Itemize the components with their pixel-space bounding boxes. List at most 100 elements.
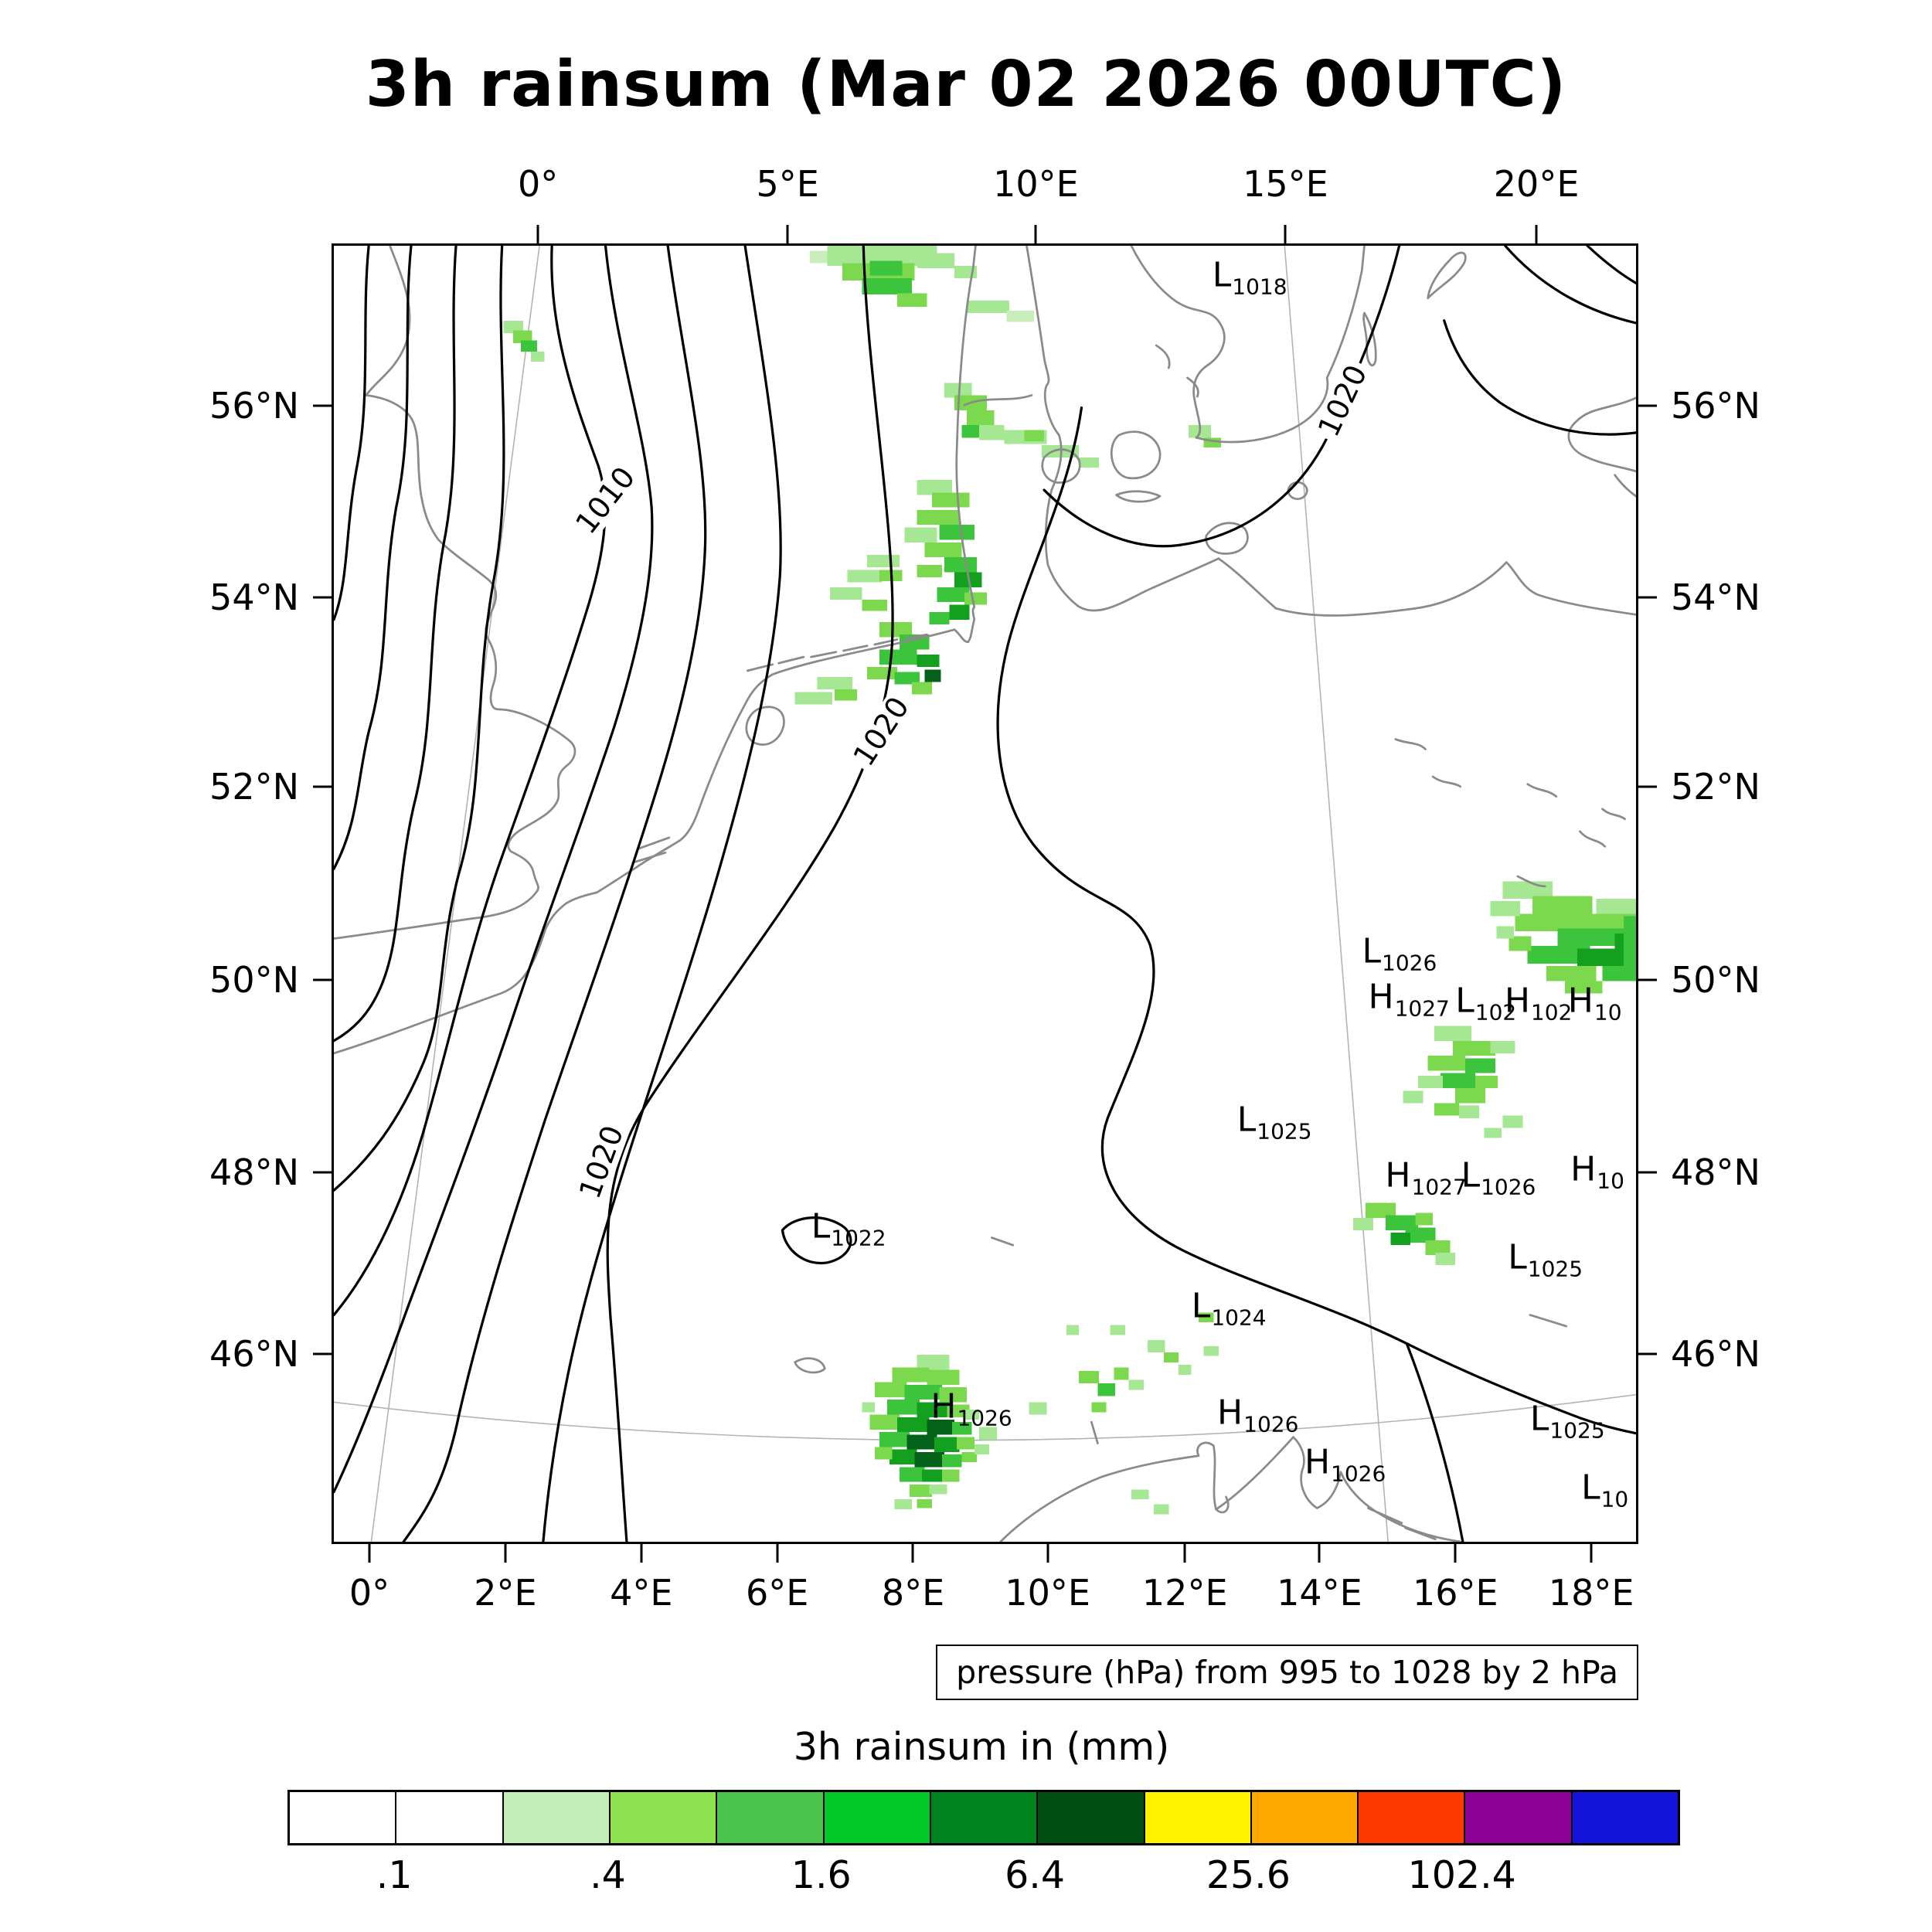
rain-cell bbox=[1502, 1115, 1523, 1128]
pressure-center-label: H102 bbox=[1505, 981, 1573, 1025]
pressure-center-value: 1026 bbox=[1382, 950, 1437, 976]
rain-cell bbox=[874, 1447, 893, 1460]
axis-tick bbox=[1284, 225, 1287, 243]
axis-label-lon-bottom: 18°E bbox=[1548, 1572, 1634, 1614]
rain-cell bbox=[949, 604, 970, 620]
rain-cell bbox=[896, 293, 927, 308]
rain-cell bbox=[869, 1414, 900, 1430]
colorbar-segment bbox=[1465, 1792, 1573, 1843]
rain-cell bbox=[1425, 1240, 1451, 1256]
pressure-center-value: 102 bbox=[1530, 999, 1573, 1026]
rain-cell bbox=[1546, 966, 1597, 981]
rain-cell bbox=[927, 1419, 954, 1435]
pressure-center-value: 1027 bbox=[1411, 1174, 1467, 1200]
axis-label-lon-top: 10°E bbox=[993, 163, 1079, 205]
map-axes-area: L1018 L1026 H1027 L102 H102 H10 L1025 H1027 L102… bbox=[209, 163, 1760, 1614]
rain-cell bbox=[1427, 1056, 1466, 1071]
rain-cell bbox=[530, 352, 545, 362]
rain-cell bbox=[1091, 1402, 1107, 1413]
map-frame: L1018 L1026 H1027 L102 H102 H10 L1025 H1027 L102… bbox=[332, 243, 1638, 1544]
colorbar-segment bbox=[717, 1792, 825, 1843]
rain-cell bbox=[1097, 1383, 1115, 1396]
pressure-center-label: H1027 bbox=[1385, 1156, 1466, 1200]
pressure-center-label: H1026 bbox=[930, 1386, 1012, 1430]
axis-tick bbox=[640, 1544, 643, 1563]
axis-tick bbox=[1638, 596, 1657, 599]
rain-cell bbox=[957, 1437, 975, 1450]
colorbar-segment bbox=[1359, 1792, 1466, 1843]
pressure-center-letter: L bbox=[1191, 1287, 1211, 1327]
pressure-center-value: 10 bbox=[1600, 1486, 1629, 1512]
rain-cell bbox=[917, 509, 960, 526]
isobars-layer bbox=[334, 246, 1636, 1542]
rain-cell bbox=[1532, 896, 1593, 914]
pressure-center-letter: H bbox=[1368, 977, 1394, 1017]
rain-cell bbox=[879, 1432, 910, 1447]
pressure-center-label: L1018 bbox=[1213, 255, 1287, 299]
pressure-center-value: 1026 bbox=[1243, 1411, 1299, 1437]
rain-cell bbox=[1029, 1402, 1047, 1415]
axis-tick bbox=[1638, 1352, 1657, 1355]
pressure-center-label: H1026 bbox=[1304, 1442, 1386, 1486]
rain-cell bbox=[879, 649, 917, 665]
axis-label-lon-bottom: 10°E bbox=[1005, 1572, 1090, 1614]
pressure-center-label: L102 bbox=[1455, 981, 1516, 1025]
colorbar-segment bbox=[930, 1792, 1039, 1843]
rain-cell bbox=[924, 542, 962, 558]
colorbar-tick-label: 1.6 bbox=[791, 1853, 852, 1897]
pressure-center-value: 1025 bbox=[1527, 1256, 1583, 1282]
axis-tick bbox=[1590, 1544, 1593, 1563]
rain-cell bbox=[829, 587, 862, 600]
colorbar-segment bbox=[824, 1792, 931, 1843]
colorbar-segment bbox=[1038, 1792, 1145, 1843]
axis-tick bbox=[1046, 1544, 1049, 1563]
rain-cell bbox=[1459, 1105, 1479, 1118]
colorbar-tick-label: 102.4 bbox=[1407, 1853, 1516, 1897]
rain-cell bbox=[835, 689, 858, 701]
axis-tick bbox=[1638, 785, 1657, 788]
axis-tick bbox=[1454, 1544, 1457, 1563]
rain-cell bbox=[929, 1484, 947, 1495]
rain-cell bbox=[1434, 1026, 1472, 1041]
rain-cell bbox=[1079, 1371, 1100, 1384]
rain-cell bbox=[924, 669, 941, 682]
axis-tick bbox=[911, 1544, 914, 1563]
pressure-center-letter: H bbox=[1567, 981, 1594, 1021]
rain-cell bbox=[1557, 928, 1630, 947]
rain-cell bbox=[967, 410, 995, 426]
rain-cell bbox=[1405, 1227, 1436, 1243]
rain-cell bbox=[937, 587, 970, 603]
pressure-center-letter: L bbox=[1508, 1237, 1527, 1277]
pressure-center-value: 102 bbox=[1475, 999, 1517, 1026]
axis-label-lon-top: 0° bbox=[518, 163, 559, 205]
rain-cell bbox=[1131, 1489, 1149, 1500]
rain-cell bbox=[1163, 1352, 1179, 1362]
rain-cell bbox=[1623, 916, 1636, 969]
colorbar bbox=[287, 1790, 1680, 1845]
rain-cell bbox=[979, 425, 1005, 440]
colorbar-tick-label: 25.6 bbox=[1206, 1853, 1291, 1897]
rain-cell bbox=[939, 1387, 968, 1403]
pressure-center-label: L10 bbox=[1581, 1468, 1628, 1512]
rain-cell bbox=[1366, 1202, 1396, 1218]
pressure-center-label: L1025 bbox=[1530, 1400, 1605, 1444]
colorbar-tick-label: 6.4 bbox=[1005, 1853, 1066, 1897]
axis-label-lat-right: 54°N bbox=[1671, 576, 1760, 618]
rain-cell bbox=[1147, 1339, 1165, 1352]
pressure-center-value: 1027 bbox=[1394, 995, 1450, 1022]
axis-tick bbox=[1183, 1544, 1186, 1563]
axis-tick bbox=[313, 785, 332, 788]
pressure-center-value: 1018 bbox=[1232, 274, 1287, 300]
rain-cell bbox=[809, 250, 830, 264]
rain-cell bbox=[967, 300, 1009, 314]
rain-cell bbox=[1114, 1367, 1129, 1380]
pressure-center-letter: L bbox=[1212, 255, 1232, 295]
rain-cell bbox=[1596, 898, 1636, 914]
rain-cell bbox=[1199, 1312, 1214, 1323]
pressure-center-value: 1022 bbox=[831, 1225, 886, 1251]
rain-cell bbox=[1390, 1233, 1411, 1246]
rain-cell bbox=[867, 667, 897, 680]
colorbar-title: 3h rainsum in (mm) bbox=[793, 1725, 1170, 1769]
pressure-center-letter: L bbox=[1461, 1155, 1481, 1196]
axis-label-lat-left: 50°N bbox=[209, 958, 299, 1001]
